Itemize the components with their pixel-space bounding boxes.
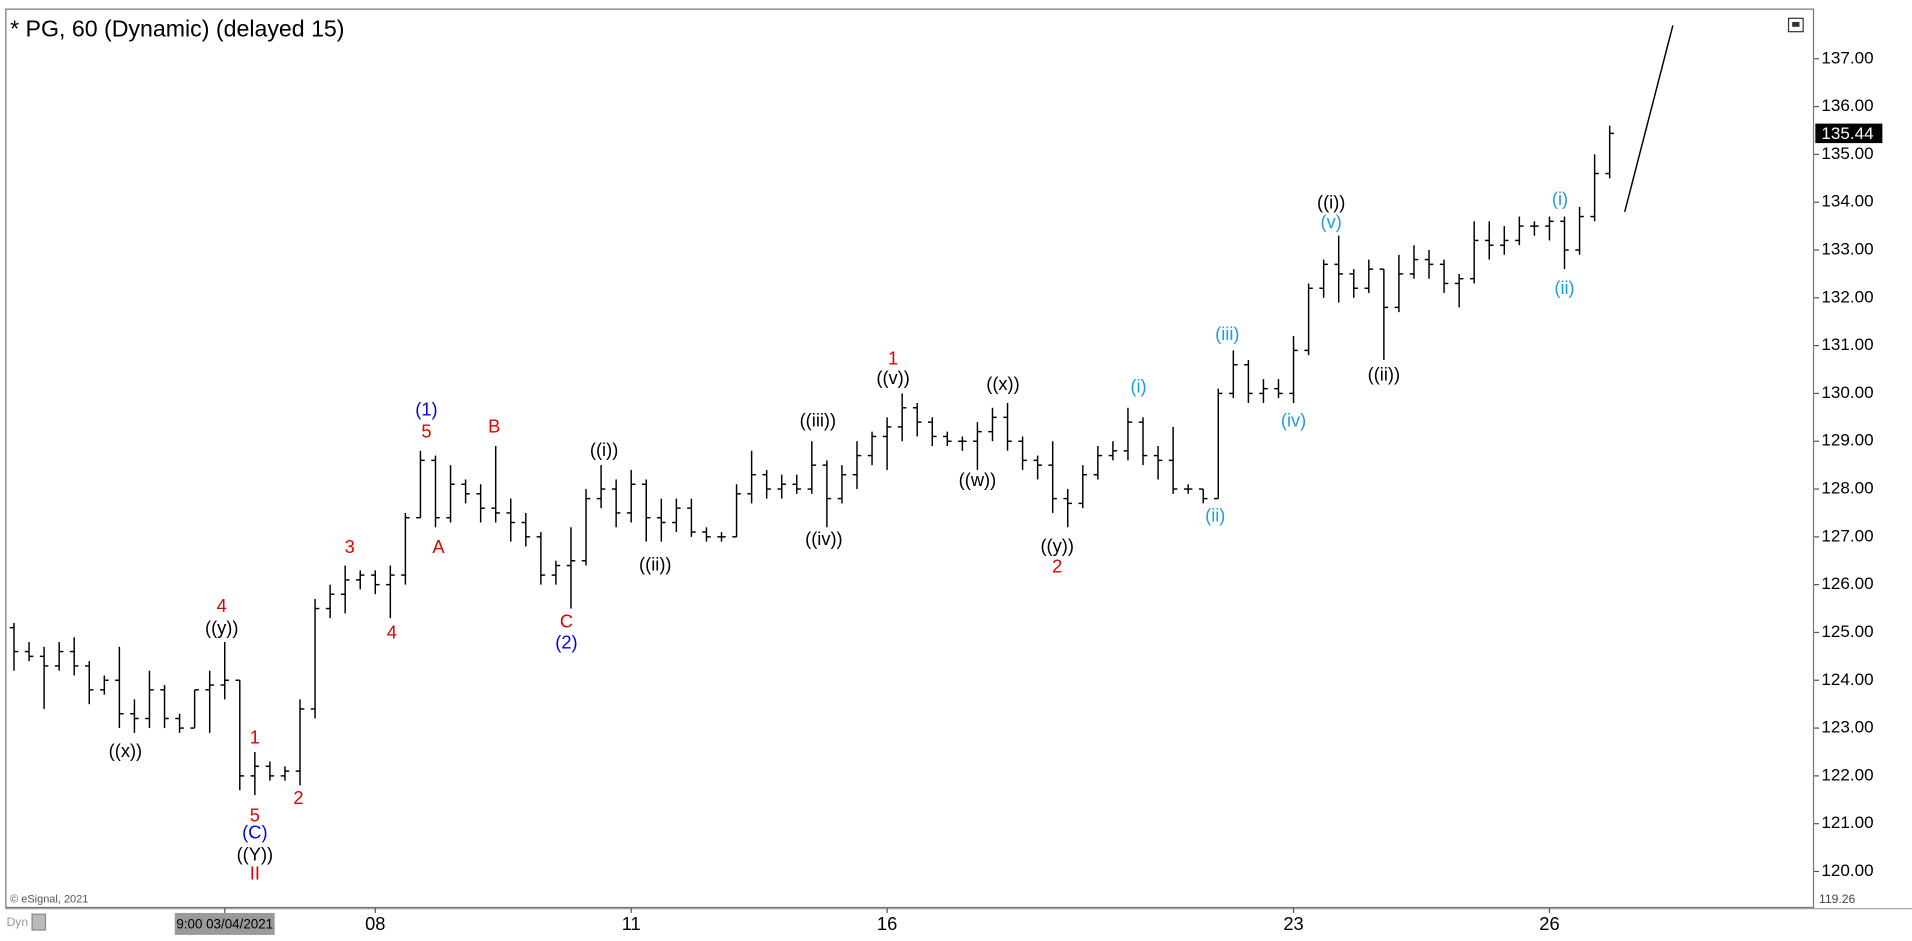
wave-label: II [250, 863, 260, 884]
y-tick-label: 130.00 [1821, 383, 1873, 402]
wave-label: C [560, 611, 573, 632]
wave-label: (C) [242, 822, 267, 843]
y-tick-label: 122.00 [1821, 765, 1873, 784]
wave-label: 1 [250, 726, 260, 747]
wave-label: 5 [421, 420, 431, 441]
wave-label: (ii) [1205, 505, 1225, 526]
wave-label: (i) [1552, 188, 1568, 209]
window-icon [1787, 17, 1804, 33]
window-icon-inner [1792, 21, 1800, 27]
wave-label: 4 [217, 595, 227, 616]
wave-label: ((v)) [876, 367, 909, 388]
y-tick-label: 137.00 [1821, 48, 1873, 67]
plot-frame [5, 8, 1815, 909]
y-tick-label: 124.00 [1821, 670, 1873, 689]
y-tick-label: 129.00 [1821, 431, 1873, 450]
wave-label: ((w)) [959, 469, 997, 490]
wave-label: (ii) [1554, 277, 1574, 298]
x-tick-label: 16 [877, 913, 897, 934]
wave-label: ((x)) [109, 740, 142, 761]
wave-label: ((Y)) [237, 844, 274, 865]
wave-label: A [432, 536, 445, 557]
wave-label: (1) [415, 398, 437, 419]
wave-label: 4 [387, 622, 397, 643]
wave-label: ((i)) [1317, 191, 1345, 212]
wave-label: ((y)) [205, 617, 238, 638]
x-tick-label: 08 [365, 913, 385, 934]
mode-label: Dyn [6, 915, 28, 929]
y-tick-label: 126.00 [1821, 574, 1873, 593]
wave-label: (v) [1321, 211, 1342, 232]
wave-label: (i) [1130, 376, 1146, 397]
y-tick-label: 121.00 [1821, 813, 1873, 832]
wave-label: 2 [1052, 556, 1062, 577]
y-tick-label: 135.00 [1821, 144, 1873, 163]
y-tick-label: 127.00 [1821, 526, 1873, 545]
x-tick-label: 26 [1539, 913, 1559, 934]
wave-label: 2 [293, 787, 303, 808]
axis-min-label: 119.26 [1819, 892, 1856, 906]
projection-line [1624, 25, 1674, 212]
wave-label: ((ii)) [1368, 364, 1400, 385]
wave-label: (2) [555, 631, 577, 652]
x-label-box [174, 912, 275, 935]
wave-label: B [488, 416, 500, 437]
axis-min-box [1815, 892, 1865, 907]
mode-icon [31, 913, 47, 931]
wave-label: ((y)) [1040, 535, 1073, 556]
y-tick-label: 123.00 [1821, 718, 1873, 737]
y-tick-label: 125.00 [1821, 622, 1873, 641]
y-tick-label: 128.00 [1821, 479, 1873, 498]
x-tick-label: 23 [1283, 913, 1303, 934]
wave-label: ((i)) [590, 439, 618, 460]
chart-title: * PG, 60 (Dynamic) (delayed 15) [10, 16, 344, 42]
x-tick-label: 9:00 03/04/2021 [176, 917, 273, 932]
wave-label: (iv) [1281, 409, 1306, 430]
wave-label: ((iv)) [805, 528, 843, 549]
wave-label: 5 [250, 804, 260, 825]
y-tick-label: 132.00 [1821, 287, 1873, 306]
wave-label: (iii) [1215, 323, 1239, 344]
y-tick-label: 131.00 [1821, 335, 1873, 354]
y-tick-label: 136.00 [1821, 96, 1873, 115]
y-tick-label: 120.00 [1821, 861, 1873, 880]
wave-label: ((iii)) [800, 409, 837, 430]
last-price-label: 135.44 [1821, 124, 1873, 143]
wave-label: ((ii)) [639, 553, 671, 574]
x-tick-label: 11 [622, 913, 641, 934]
wave-label: 3 [345, 536, 355, 557]
wave-label: 1 [888, 347, 898, 368]
credit: © eSignal, 2021 [10, 893, 88, 905]
y-tick-label: 134.00 [1821, 192, 1873, 211]
last-price-box [1815, 123, 1883, 144]
wave-label: ((x)) [986, 373, 1019, 394]
y-tick-label: 133.00 [1821, 240, 1873, 259]
